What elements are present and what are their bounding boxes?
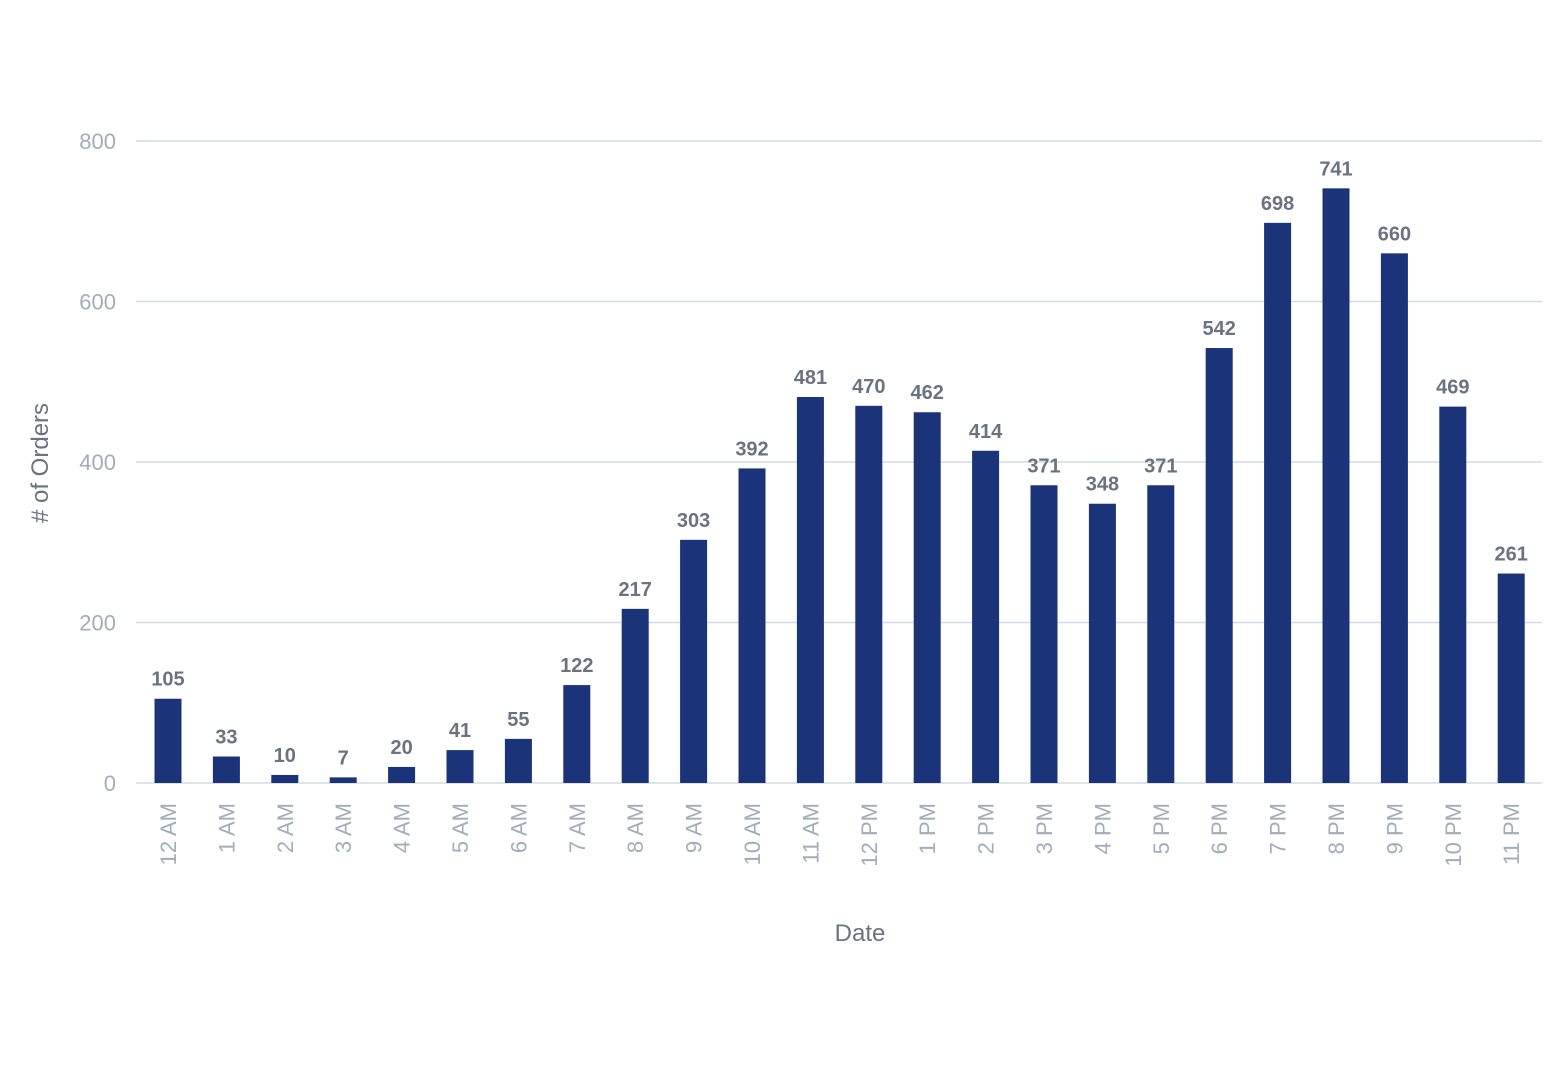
data-label: 122 xyxy=(560,655,593,677)
bar xyxy=(212,756,240,783)
y-tick-label: 0 xyxy=(104,771,116,796)
bar xyxy=(329,777,357,783)
x-tick-label: 5 PM xyxy=(1149,803,1174,854)
y-axis-ticks: 0 200 400 600 800 xyxy=(79,129,116,796)
data-label: 10 xyxy=(274,745,296,767)
data-label: 371 xyxy=(1144,455,1177,477)
y-tick-label: 400 xyxy=(79,450,116,475)
y-axis-title: # of Orders xyxy=(27,403,54,523)
bar xyxy=(504,738,532,783)
data-label: 414 xyxy=(969,421,1003,443)
data-label: 741 xyxy=(1319,158,1352,180)
gridlines xyxy=(136,140,1542,784)
x-tick-label: 8 PM xyxy=(1324,803,1349,854)
x-tick-label: 2 PM xyxy=(974,803,999,854)
x-tick-label: 8 AM xyxy=(623,803,648,853)
data-label: 7 xyxy=(338,747,349,769)
bar xyxy=(154,698,182,783)
data-label: 55 xyxy=(507,709,529,731)
x-tick-label: 7 AM xyxy=(565,803,590,853)
data-label: 469 xyxy=(1436,377,1469,399)
x-tick-label: 12 PM xyxy=(857,803,882,867)
y-tick-label: 600 xyxy=(79,290,116,315)
data-label: 41 xyxy=(449,720,471,742)
bar xyxy=(446,750,474,783)
bar xyxy=(1380,253,1408,784)
x-tick-label: 6 AM xyxy=(506,803,531,853)
data-label: 698 xyxy=(1261,193,1294,215)
x-tick-label: 1 PM xyxy=(915,803,940,854)
x-axis-title: Date xyxy=(835,920,886,947)
x-tick-label: 9 PM xyxy=(1382,803,1407,854)
bar xyxy=(972,450,1000,783)
bar xyxy=(1030,485,1058,783)
x-tick-label: 6 PM xyxy=(1207,803,1232,854)
bar xyxy=(1088,503,1116,783)
x-tick-label: 2 AM xyxy=(273,803,298,853)
bar xyxy=(1147,485,1175,783)
bar xyxy=(913,412,941,783)
data-label: 470 xyxy=(852,376,885,398)
data-label: 348 xyxy=(1086,474,1119,496)
bar xyxy=(1205,348,1233,783)
bar xyxy=(1497,573,1525,783)
x-tick-label: 10 AM xyxy=(740,803,765,865)
bar xyxy=(1439,406,1467,783)
bar xyxy=(1264,222,1292,784)
data-label: 481 xyxy=(794,367,827,389)
x-tick-label: 7 PM xyxy=(1266,803,1291,854)
bars xyxy=(154,188,1525,784)
y-tick-label: 200 xyxy=(79,611,116,636)
data-label: 303 xyxy=(677,510,710,532)
x-tick-label: 3 AM xyxy=(331,803,356,853)
x-tick-label: 10 PM xyxy=(1441,803,1466,867)
bar xyxy=(796,396,824,783)
data-label: 217 xyxy=(619,579,652,601)
data-label: 392 xyxy=(735,438,768,460)
data-labels: 105 33 10 7 20 41 55 122 217 303 392 481 470 462 414 37… xyxy=(151,158,1528,769)
bar xyxy=(1322,188,1350,783)
x-tick-label: 5 AM xyxy=(448,803,473,853)
x-tick-label: 9 AM xyxy=(682,803,707,853)
x-tick-label: 11 PM xyxy=(1499,803,1524,865)
data-label: 660 xyxy=(1378,223,1411,245)
data-label: 105 xyxy=(151,669,184,691)
data-label: 33 xyxy=(215,727,237,749)
data-label: 261 xyxy=(1495,544,1528,566)
bar xyxy=(738,468,766,783)
y-tick-label: 800 xyxy=(79,129,116,154)
data-label: 542 xyxy=(1203,318,1236,340)
data-label: 462 xyxy=(911,382,944,404)
bar xyxy=(680,539,708,783)
bar xyxy=(855,405,883,783)
x-tick-label: 12 AM xyxy=(156,803,181,865)
x-tick-label: 11 AM xyxy=(798,803,823,864)
x-tick-label: 4 AM xyxy=(390,803,415,853)
bar xyxy=(621,608,649,783)
x-axis-ticks: 12 AM 1 AM 2 AM 3 AM 4 AM 5 AM 6 AM 7 AM 8 AM 9 A… xyxy=(156,803,1524,867)
x-tick-label: 1 AM xyxy=(214,803,239,853)
x-tick-label: 3 PM xyxy=(1032,803,1057,854)
data-label: 371 xyxy=(1027,455,1060,477)
bar xyxy=(271,774,299,783)
bar xyxy=(388,766,416,783)
x-tick-label: 4 PM xyxy=(1090,803,1115,854)
bar xyxy=(563,685,591,783)
data-label: 20 xyxy=(390,737,412,759)
